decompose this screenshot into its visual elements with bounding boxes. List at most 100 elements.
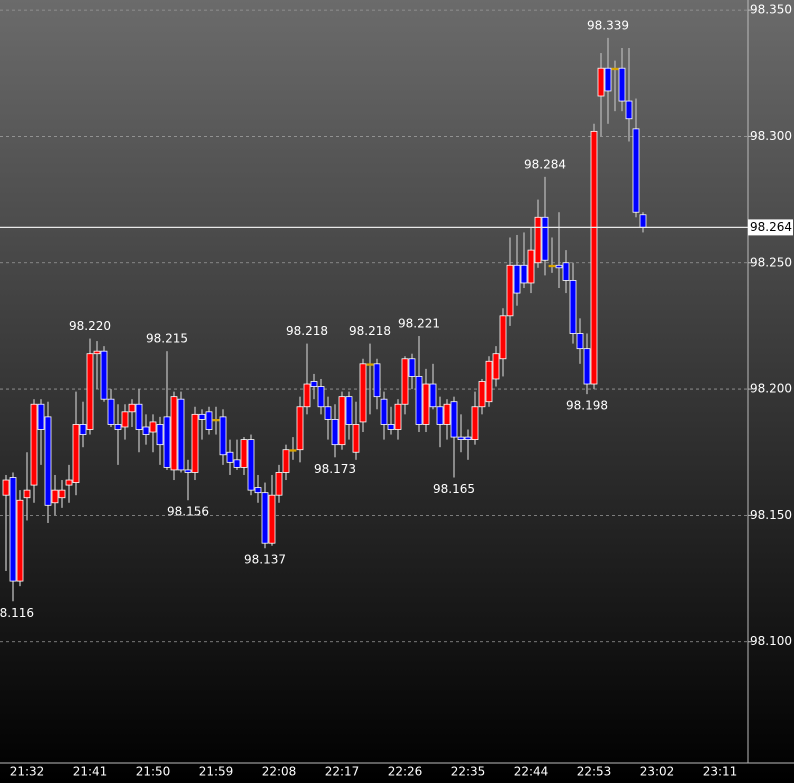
candle-body: [191, 413, 199, 473]
candle-body: [310, 381, 318, 387]
y-tick-label: 98.250: [750, 255, 792, 269]
y-tick-label: 98.350: [750, 3, 792, 17]
candle-body: [233, 459, 241, 468]
candle-body: [450, 401, 458, 438]
candle-body: [198, 413, 206, 420]
candle-body: [464, 436, 472, 441]
candle-body: [107, 398, 115, 425]
candle-body: [93, 350, 101, 355]
x-tick-label: 23:11: [703, 765, 738, 779]
candle-body: [513, 264, 521, 294]
candle-body: [135, 403, 143, 430]
x-tick-label: 21:50: [136, 765, 171, 779]
candle-body: [65, 479, 73, 486]
candle-body: [149, 421, 157, 433]
candle-body: [128, 403, 136, 413]
candle-body: [457, 436, 465, 441]
x-tick-label: 22:44: [514, 765, 549, 779]
candle-body: [548, 264, 556, 268]
candle-body: [289, 449, 297, 452]
candle-body: [604, 67, 612, 92]
candle-body: [632, 128, 640, 213]
annotation: 98.116: [0, 606, 34, 620]
annotation: 98.198: [566, 399, 608, 413]
candle-body: [499, 315, 507, 360]
candle-body: [317, 386, 325, 408]
candle-body: [590, 130, 598, 385]
candle-body: [415, 376, 423, 425]
candle-body: [254, 487, 262, 494]
candle-body: [226, 451, 234, 463]
x-tick-label: 22:26: [388, 765, 423, 779]
annotation: 98.137: [244, 553, 286, 567]
candle-body: [366, 363, 374, 366]
y-tick-label: 98.300: [750, 129, 792, 143]
candle-body: [156, 424, 164, 446]
candle-body: [541, 216, 549, 261]
candle-body: [247, 439, 255, 491]
candle-body: [114, 424, 122, 430]
candle-body: [380, 398, 388, 425]
candle-body: [401, 358, 409, 405]
candle-body: [324, 406, 332, 420]
candle-body: [471, 406, 479, 441]
candle-body: [163, 416, 171, 468]
candle-body: [296, 406, 304, 451]
candle-body: [212, 418, 220, 422]
annotation: 98.221: [398, 317, 440, 331]
candle-body: [555, 264, 563, 269]
candle-body: [268, 494, 276, 544]
candle-body: [282, 449, 290, 473]
y-tick-label: 98.200: [750, 382, 792, 396]
candle-body: [2, 479, 10, 496]
x-tick-label: 22:35: [451, 765, 486, 779]
candle-body: [527, 249, 535, 284]
candle-body: [618, 67, 626, 102]
candle-body: [422, 383, 430, 425]
candle-body: [562, 262, 570, 281]
candle-body: [506, 264, 514, 317]
candle-body: [79, 424, 87, 435]
candle-body: [359, 363, 367, 423]
candle-body: [639, 214, 647, 228]
candle-body: [177, 398, 185, 471]
candle-body: [100, 350, 108, 400]
x-tick-label: 21:59: [199, 765, 234, 779]
x-tick-label: 21:41: [73, 765, 108, 779]
annotation: 98.173: [314, 462, 356, 476]
price-label: 98.264: [750, 220, 792, 234]
candle-body: [443, 403, 451, 425]
candle-body: [170, 396, 178, 471]
candle-body: [534, 216, 542, 264]
candle-body: [184, 469, 192, 473]
candle-body: [583, 348, 591, 385]
candle-body: [387, 424, 395, 430]
annotation: 98.218: [286, 324, 328, 338]
annotation: 98.156: [167, 505, 209, 519]
y-tick-label: 98.150: [750, 508, 792, 522]
candle-body: [597, 67, 605, 97]
annotation: 98.220: [69, 319, 111, 333]
candle-body: [408, 358, 416, 377]
x-tick-label: 22:08: [262, 765, 297, 779]
candle-body: [30, 403, 38, 486]
candle-body: [219, 416, 227, 456]
candle-body: [205, 411, 213, 430]
candle-body: [625, 100, 633, 120]
annotation: 98.284: [524, 157, 566, 171]
candle-body: [485, 360, 493, 403]
candle-body: [275, 472, 283, 496]
annotation: 98.215: [146, 332, 188, 346]
candle-body: [338, 396, 346, 446]
candle-body: [611, 67, 619, 71]
y-tick-label: 98.100: [750, 634, 792, 648]
x-tick-label: 23:02: [640, 765, 675, 779]
candle-body: [142, 426, 150, 435]
candle-body: [373, 363, 381, 398]
candle-body: [16, 499, 24, 582]
x-tick-label: 22:53: [577, 765, 612, 779]
annotation: 98.339: [587, 18, 629, 32]
candle-body: [569, 280, 577, 334]
